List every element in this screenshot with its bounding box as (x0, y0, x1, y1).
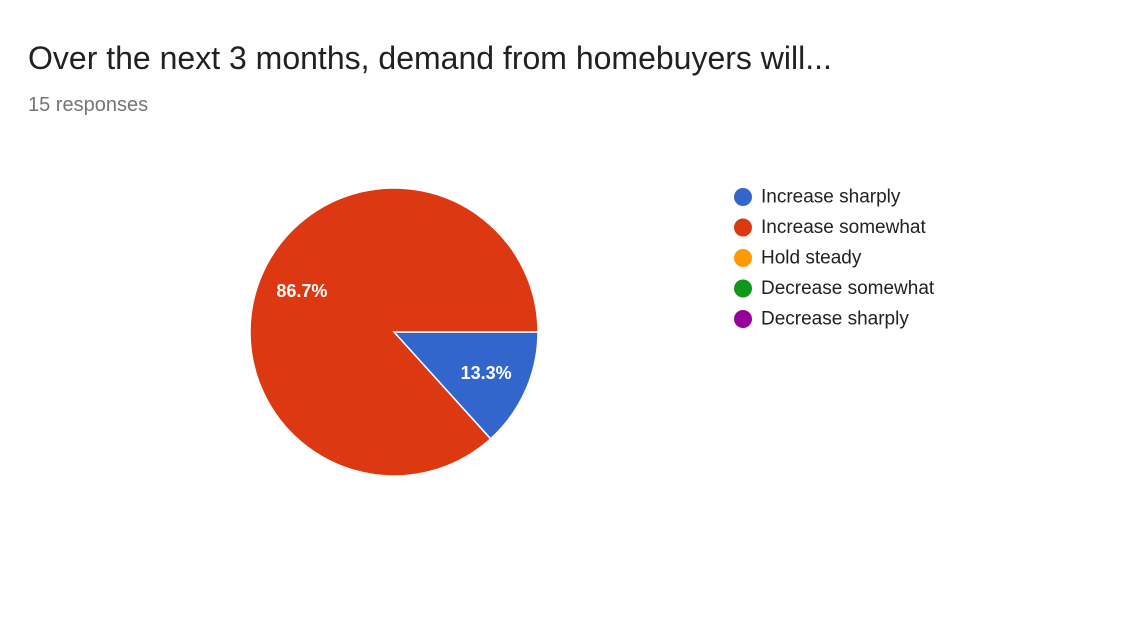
pie-slice-labels: 13.3% 86.7% (276, 281, 511, 383)
legend-swatch-hold-steady (734, 249, 752, 267)
legend-label-decrease-somewhat: Decrease somewhat (761, 278, 935, 299)
legend-swatch-increase-somewhat (734, 218, 752, 237)
legend-item-decrease-somewhat[interactable]: Decrease somewhat (734, 278, 935, 299)
legend-label-increase-somewhat: Increase somewhat (761, 217, 926, 238)
legend-item-increase-sharply[interactable]: Increase sharply (734, 187, 901, 208)
pie-slice-label-increase-somewhat: 86.7% (276, 281, 327, 301)
legend: Increase sharply Increase somewhat Hold st… (734, 187, 935, 330)
pie-slice-label-increase-sharply: 13.3% (461, 363, 512, 383)
legend-label-increase-sharply: Increase sharply (761, 187, 901, 208)
legend-item-decrease-sharply[interactable]: Decrease sharply (734, 309, 909, 330)
legend-swatch-increase-sharply (734, 188, 752, 206)
legend-item-increase-somewhat[interactable]: Increase somewhat (734, 217, 926, 238)
response-count: 15 responses (28, 94, 149, 116)
legend-item-hold-steady[interactable]: Hold steady (734, 248, 862, 269)
chart-title: Over the next 3 months, demand from home… (28, 40, 832, 76)
legend-label-hold-steady: Hold steady (761, 248, 862, 269)
legend-label-decrease-sharply: Decrease sharply (761, 309, 909, 330)
pie-slice-increase-somewhat[interactable] (249, 187, 539, 477)
legend-swatch-decrease-sharply (734, 310, 752, 328)
legend-swatch-decrease-somewhat (734, 279, 752, 298)
pie-slice-increase-sharply[interactable] (392, 331, 539, 440)
pie-slices (249, 187, 539, 477)
